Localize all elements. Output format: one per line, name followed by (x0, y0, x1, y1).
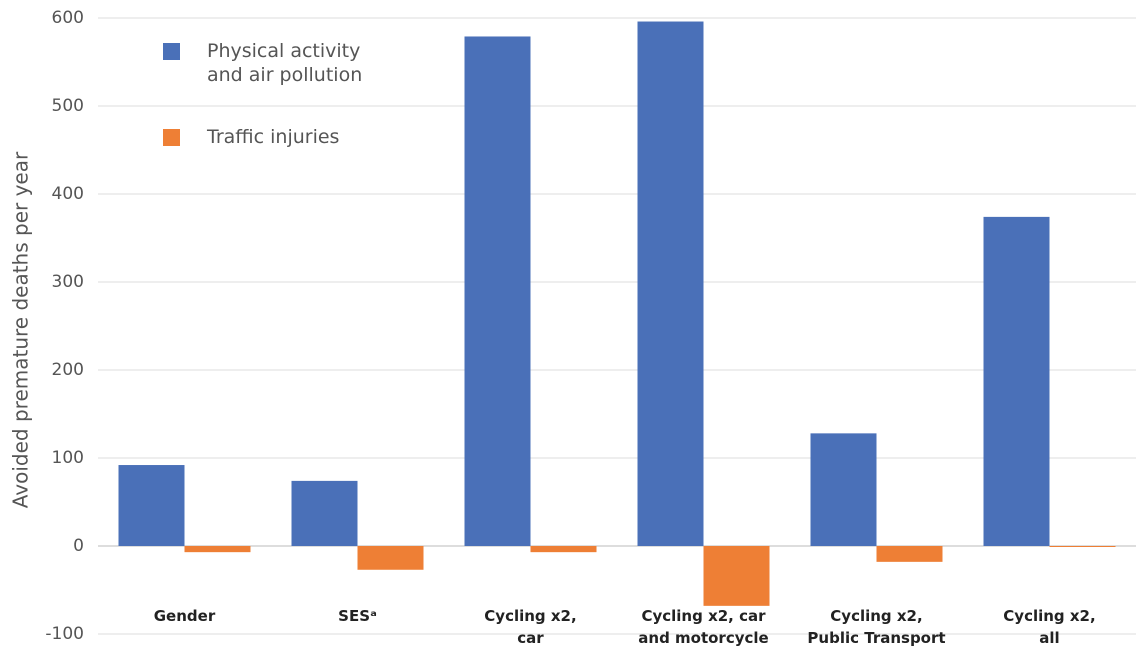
x-tick-label-line: all (1039, 629, 1059, 647)
bar (637, 21, 704, 546)
legend-label: Physical activity and air pollution (207, 40, 363, 86)
x-tick-label: SESᵃ (338, 607, 377, 625)
y-tick-label: 300 (52, 272, 84, 292)
x-tick-label-line: and motorcycle (638, 629, 768, 647)
x-tick-label-line: Cycling x2, (830, 607, 922, 625)
bar (530, 546, 597, 553)
y-tick-label: 100 (52, 448, 84, 468)
bar (291, 480, 358, 546)
x-tick-label: Cycling x2, Public Transport (807, 607, 945, 647)
y-tick-label: 400 (52, 184, 84, 204)
bar (876, 546, 943, 562)
bar (184, 546, 251, 553)
x-tick-label-line: Cycling x2, car (641, 607, 766, 625)
bar (983, 216, 1050, 546)
y-tick-label: -100 (45, 624, 84, 644)
x-tick-label-line: Cycling x2, (484, 607, 576, 625)
x-tick-label: Cycling x2, all (1003, 607, 1095, 647)
legend-swatch (163, 43, 180, 60)
bar (703, 546, 770, 606)
bar (357, 546, 424, 570)
x-tick-label-line: Public Transport (807, 629, 945, 647)
x-tick-label: Cycling x2, car (484, 607, 576, 647)
bar (810, 433, 877, 546)
bar (1049, 546, 1116, 547)
legend-swatch (163, 129, 180, 146)
x-tick-label-line: Cycling x2, (1003, 607, 1095, 625)
y-tick-label: 600 (52, 8, 84, 28)
x-tick-label: Gender (154, 607, 216, 625)
x-tick-label-line: car (517, 629, 544, 647)
y-axis-label: Avoided premature deaths per year (9, 151, 33, 508)
y-tick-label: 500 (52, 96, 84, 116)
bar (464, 36, 531, 546)
x-tick-label: Cycling x2, car and motorcycle (638, 607, 768, 647)
y-tick-label: 200 (52, 360, 84, 380)
y-tick-label: 0 (73, 536, 84, 556)
x-tick-label-line: SESᵃ (338, 607, 377, 625)
x-tick-label-line: Gender (154, 607, 216, 625)
legend-label: Traffic injuries (207, 126, 340, 148)
bar (118, 465, 185, 546)
